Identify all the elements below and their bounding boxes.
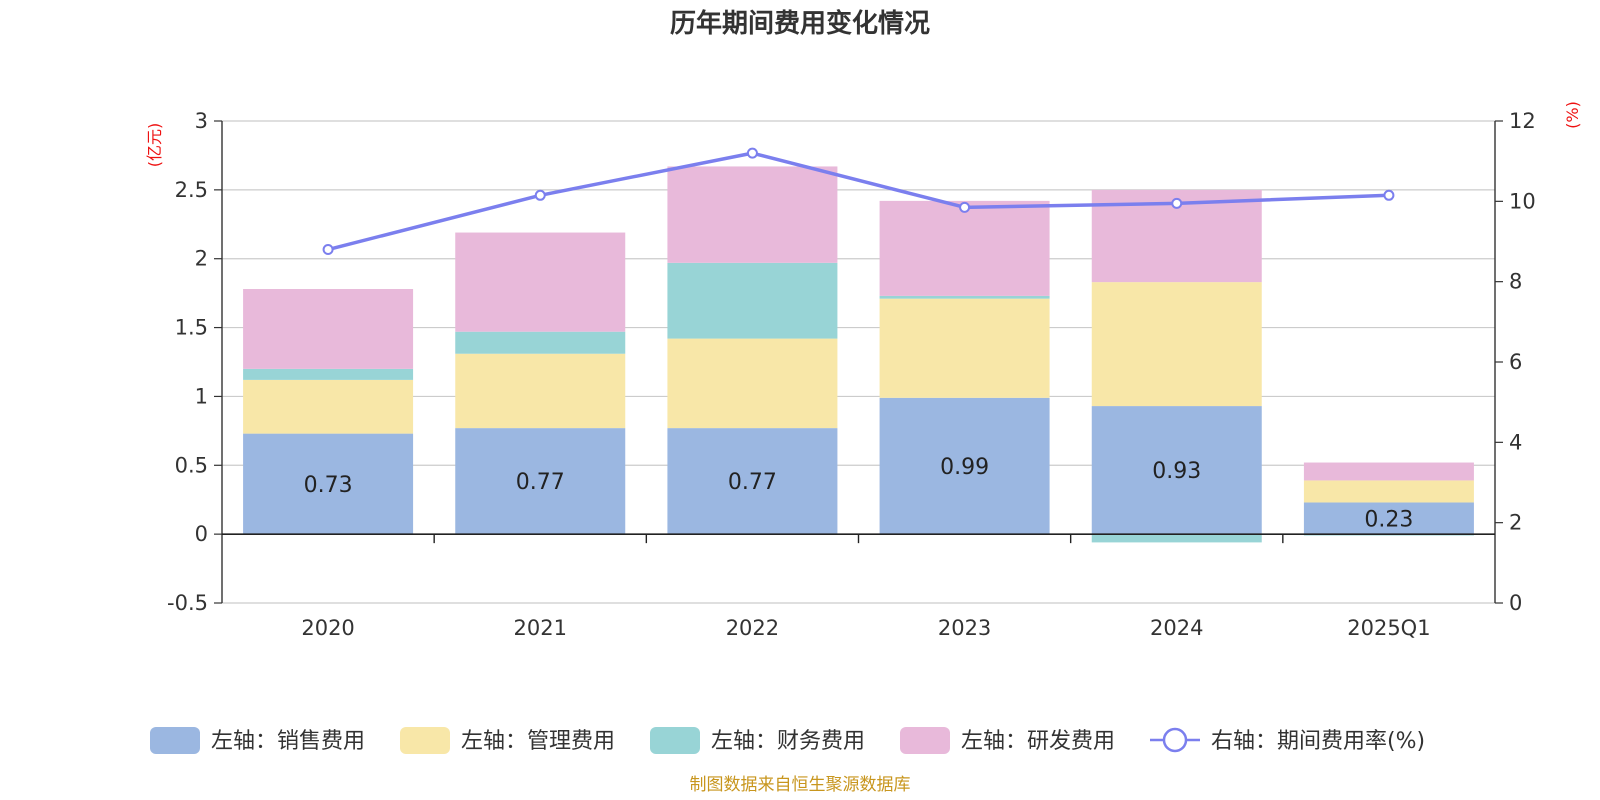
bar-segment-1 <box>879 397 1050 535</box>
legend-swatch-3 <box>650 727 700 754</box>
bar-value-label: 0.77 <box>516 470 565 495</box>
line-layer <box>322 147 1395 256</box>
category-label: 2021 <box>514 616 567 640</box>
bar-segment-3 <box>1091 534 1262 543</box>
bar-value-label: 0.99 <box>940 455 989 480</box>
right-tick-label: 2 <box>1509 511 1522 535</box>
legend[interactable]: 左轴：销售费用 左轴：管理费用 左轴：财务费用 左轴：研发费用 右轴：期间费用率(%) <box>150 727 1425 754</box>
right-axis-unit: (%) <box>1563 101 1582 129</box>
bar-segment-2 <box>667 338 838 429</box>
bar-segment-2 <box>879 298 1050 398</box>
bar-segment-1 <box>1091 406 1262 535</box>
category-label: 2020 <box>301 616 354 640</box>
legend-label-3: 左轴：财务费用 <box>711 729 865 754</box>
bar-layer <box>243 166 1474 543</box>
expense-rate-point <box>1171 197 1183 209</box>
category-label: 2024 <box>1150 616 1203 640</box>
bar-segment-1 <box>1303 502 1474 535</box>
data-labels: 0.73 0.77 0.77 0.99 0.93 0.23 <box>304 455 1414 532</box>
right-tick-label: 8 <box>1509 270 1522 294</box>
expense-rate-point <box>959 201 971 213</box>
expense-rate-point <box>534 189 546 201</box>
left-tick-label: 1 <box>195 384 208 408</box>
left-tick-label: 0.5 <box>175 453 208 477</box>
right-tick-label: 4 <box>1509 430 1522 454</box>
expense-rate-point <box>322 244 334 256</box>
legend-label-2: 左轴：管理费用 <box>461 729 615 754</box>
expense-rate-point <box>1383 189 1395 201</box>
legend-swatch-2 <box>400 727 450 754</box>
bar-segment-2 <box>455 353 626 429</box>
bar-segment-2 <box>1303 480 1474 503</box>
legend-swatch-4 <box>900 727 950 754</box>
bar-segment-3 <box>455 331 626 354</box>
bar-segment-2 <box>243 379 414 434</box>
bar-value-label: 0.23 <box>1364 507 1413 532</box>
bar-segment-1 <box>455 428 626 535</box>
right-tick-label: 12 <box>1509 109 1536 133</box>
category-label: 2022 <box>726 616 779 640</box>
bar-segment-4 <box>1303 462 1474 481</box>
left-tick-label: -0.5 <box>167 591 208 615</box>
bar-segment-4 <box>667 166 838 263</box>
expense-rate-point <box>746 147 758 159</box>
legend-label-1: 左轴：销售费用 <box>211 729 365 754</box>
category-label: 2023 <box>938 616 991 640</box>
right-tick-label: 0 <box>1509 591 1522 615</box>
left-axis-unit: (亿元) <box>145 123 164 168</box>
right-tick-label: 6 <box>1509 350 1522 374</box>
expense-rate-line <box>327 151 1389 252</box>
left-tick-label: 1.5 <box>175 316 208 340</box>
bar-value-label: 0.77 <box>728 470 777 495</box>
axes: -0.5 0 0.5 1 1.5 2 2.5 3 0 2 4 6 8 10 12 2020 2021 2022 20… <box>167 109 1536 640</box>
left-tick-label: 0 <box>195 522 208 546</box>
right-tick-label: 10 <box>1509 189 1536 213</box>
bar-segment-4 <box>455 232 626 332</box>
bar-segment-1 <box>667 428 838 535</box>
left-tick-label: 2.5 <box>175 178 208 202</box>
bar-value-label: 0.93 <box>1152 459 1201 484</box>
bar-segment-2 <box>1091 282 1262 407</box>
bar-segment-4 <box>243 289 414 369</box>
legend-label-5: 右轴：期间费用率(%) <box>1211 729 1425 754</box>
source-note: 制图数据来自恒生聚源数据库 <box>690 775 911 795</box>
left-tick-label: 3 <box>195 109 208 133</box>
bar-segment-1 <box>243 433 414 535</box>
bar-segment-3 <box>667 262 838 339</box>
left-tick-label: 2 <box>195 247 208 271</box>
bar-segment-3 <box>879 295 1050 299</box>
bar-segment-4 <box>879 200 1050 296</box>
chart-title: 历年期间费用变化情况 <box>670 8 930 39</box>
bar-value-label: 0.73 <box>304 473 353 498</box>
bar-segment-3 <box>243 368 414 380</box>
legend-label-4: 左轴：研发费用 <box>961 729 1115 754</box>
legend-marker <box>1162 727 1188 753</box>
category-label: 2025Q1 <box>1347 616 1430 640</box>
legend-swatch-1 <box>150 727 200 754</box>
